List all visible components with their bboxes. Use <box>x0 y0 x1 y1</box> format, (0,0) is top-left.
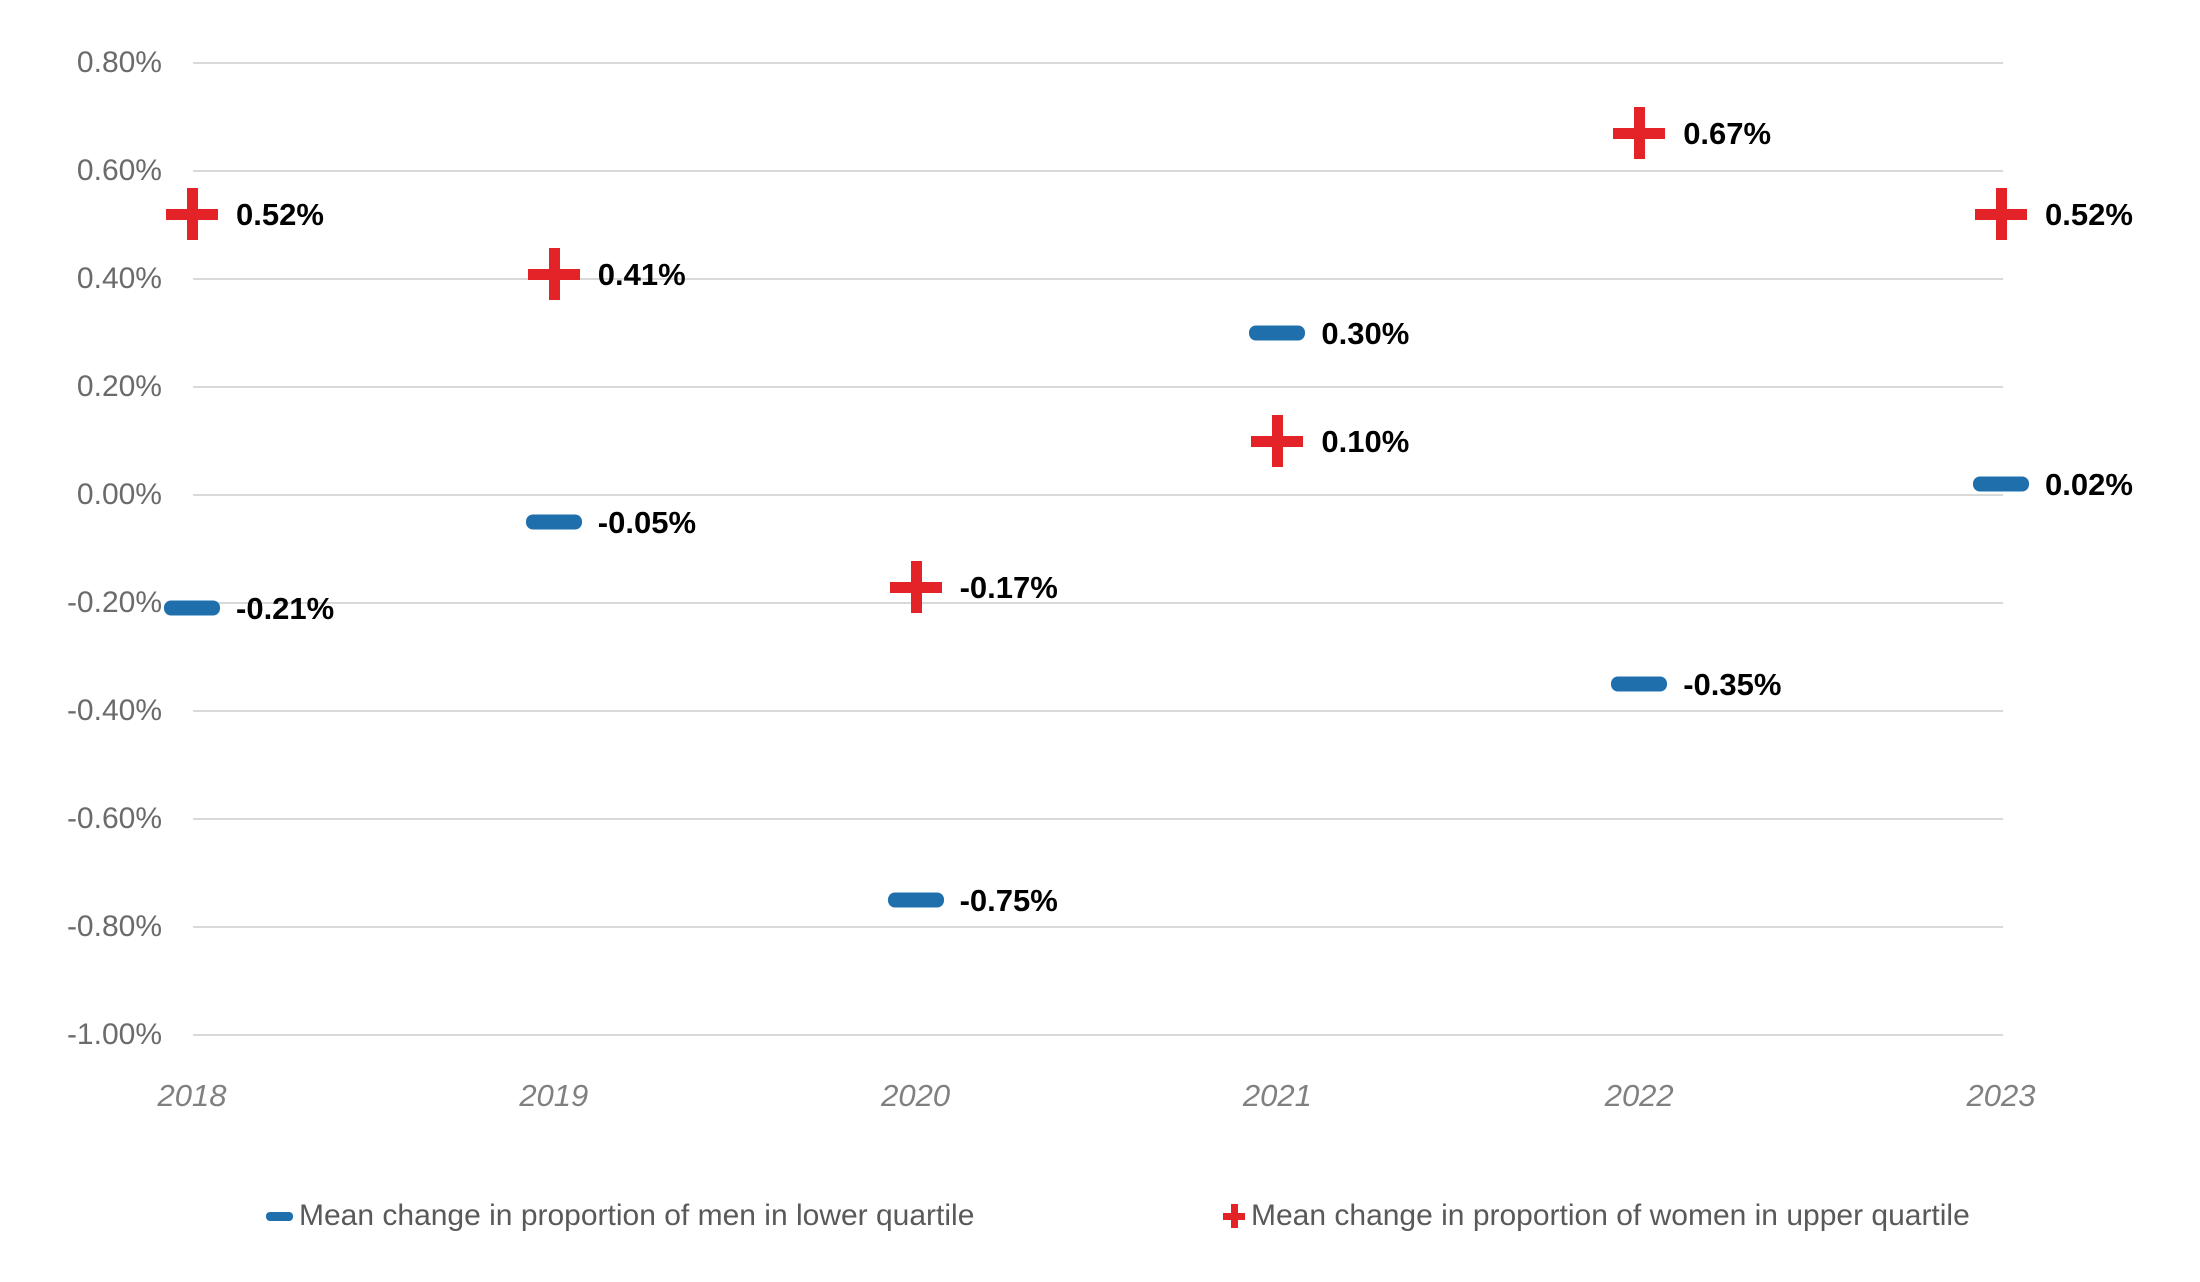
plus-marker-icon <box>527 247 580 300</box>
x-axis-year-label: 2023 <box>1966 1078 2036 1113</box>
legend-item-men-lower-quartile: Mean change in proportion of men in lowe… <box>266 1196 974 1236</box>
data-point-label: -0.75% <box>959 883 1058 918</box>
gridline <box>193 602 2003 604</box>
plus-marker-icon <box>1251 415 1304 467</box>
gridline <box>193 170 2003 172</box>
data-point-label: -0.35% <box>1683 667 1782 702</box>
y-axis-tick-label: 0.80% <box>76 46 162 79</box>
data-point-label: -0.17% <box>959 569 1058 605</box>
y-axis-tick-label: -0.80% <box>66 910 162 943</box>
x-axis-year-label: 2022 <box>1604 1078 1674 1113</box>
data-point-label: 0.52% <box>2045 197 2133 233</box>
legend-label-men: Mean change in proportion of men in lowe… <box>299 1199 975 1232</box>
dash-marker-icon <box>1249 325 1306 341</box>
plus-marker-icon <box>1223 1204 1245 1228</box>
data-point-label: 0.02% <box>2045 467 2133 503</box>
data-point-label: -0.05% <box>597 505 697 540</box>
dash-marker-icon <box>266 1211 293 1221</box>
gridline <box>193 278 2003 280</box>
y-axis-tick-label: 0.40% <box>76 262 162 295</box>
gridline <box>193 1034 2003 1036</box>
data-point-label: 0.67% <box>1683 116 1772 152</box>
gridline <box>193 494 2003 496</box>
dash-marker-icon <box>164 600 220 616</box>
plus-marker-icon <box>1613 107 1666 160</box>
y-axis-tick-label: 0.20% <box>76 370 162 403</box>
y-axis-tick-label: 0.00% <box>76 478 162 511</box>
y-axis-tick-label: 0.60% <box>76 154 162 187</box>
dash-marker-icon <box>1973 476 2029 492</box>
plus-marker-icon <box>889 560 942 613</box>
legend-item-women-upper-quartile: Mean change in proportion of women in up… <box>1223 1196 1970 1236</box>
plus-marker-icon <box>166 188 218 241</box>
legend: Mean change in proportion of men in lowe… <box>0 1196 2200 1236</box>
data-point-label: 0.41% <box>597 256 686 292</box>
y-axis-tick-label: -1.00% <box>66 1018 162 1051</box>
dash-marker-icon <box>1611 676 1668 692</box>
y-axis-tick-label: -0.40% <box>66 694 162 727</box>
dash-marker-icon <box>887 892 944 908</box>
data-point-label: 0.10% <box>1321 424 1410 459</box>
y-axis-tick-label: -0.20% <box>66 586 162 619</box>
gridline <box>193 386 2003 388</box>
gridline <box>193 710 2003 712</box>
gridline <box>193 818 2003 820</box>
dash-marker-icon <box>525 514 582 530</box>
data-point-label: 0.52% <box>236 197 324 233</box>
y-axis-tick-label: -0.60% <box>66 802 162 835</box>
legend-label-women: Mean change in proportion of women in up… <box>1251 1199 1970 1232</box>
gridline <box>193 926 2003 928</box>
data-point-label: 0.30% <box>1321 316 1410 351</box>
plus-marker-icon <box>1975 188 2027 241</box>
gridline <box>193 62 2003 64</box>
x-axis-year-label: 2021 <box>1242 1078 1312 1113</box>
data-point-label: -0.21% <box>236 591 335 627</box>
x-axis-year-label: 2019 <box>519 1078 589 1113</box>
x-axis-year-label: 2020 <box>881 1078 951 1113</box>
x-axis-year-label: 2018 <box>157 1078 227 1113</box>
